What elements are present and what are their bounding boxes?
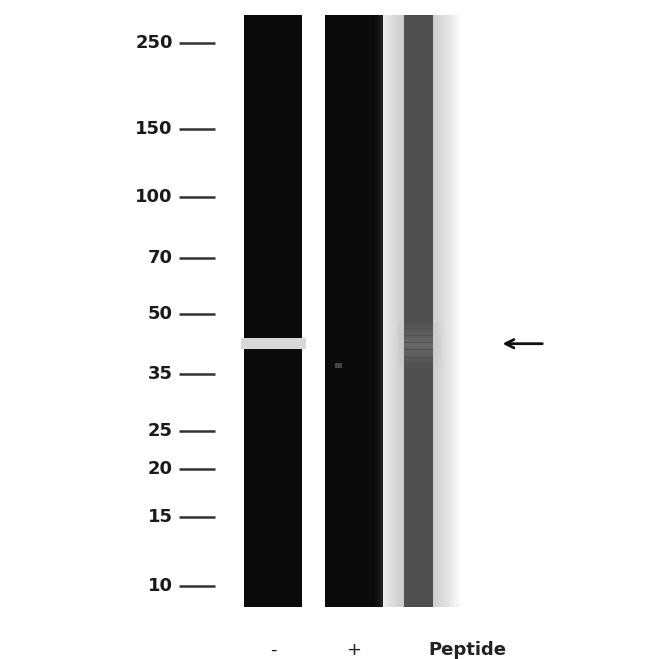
Text: Peptide: Peptide	[428, 641, 506, 659]
Bar	[402, 15, 432, 607]
Bar	[404, 15, 434, 607]
Bar	[389, 15, 418, 607]
Bar	[404, 15, 434, 607]
Bar	[406, 15, 436, 607]
Text: -: -	[270, 641, 276, 659]
Bar	[335, 363, 343, 368]
Bar	[393, 15, 422, 607]
Bar	[416, 15, 445, 607]
Text: 15: 15	[148, 508, 173, 527]
Bar	[408, 15, 437, 607]
Bar	[426, 15, 455, 607]
Bar	[422, 15, 451, 607]
Bar	[398, 15, 428, 607]
Bar	[420, 15, 449, 607]
Text: 25: 25	[148, 422, 173, 440]
Bar	[395, 15, 424, 607]
Text: 35: 35	[148, 366, 173, 384]
Text: 70: 70	[148, 248, 173, 267]
Bar	[412, 15, 441, 607]
Bar	[414, 15, 443, 607]
Text: 150: 150	[135, 120, 173, 138]
Bar	[325, 15, 384, 607]
Text: 100: 100	[135, 188, 173, 206]
Bar	[244, 15, 302, 607]
Text: 50: 50	[148, 305, 173, 324]
Bar	[428, 15, 457, 607]
Bar	[381, 15, 410, 607]
Bar	[383, 15, 412, 607]
Bar	[375, 15, 404, 607]
Bar	[410, 15, 439, 607]
Text: 250: 250	[135, 34, 173, 52]
Text: +: +	[346, 641, 361, 659]
Bar	[396, 15, 426, 607]
Bar	[418, 15, 447, 607]
Bar	[377, 15, 406, 607]
Text: 10: 10	[148, 577, 173, 594]
Bar	[430, 15, 459, 607]
Bar	[385, 15, 414, 607]
Bar	[379, 15, 408, 607]
Bar	[432, 15, 461, 607]
Bar	[424, 15, 453, 607]
Bar	[400, 15, 430, 607]
Text: 20: 20	[148, 460, 173, 478]
Bar	[391, 15, 420, 607]
Bar	[387, 15, 416, 607]
Bar	[241, 338, 306, 349]
